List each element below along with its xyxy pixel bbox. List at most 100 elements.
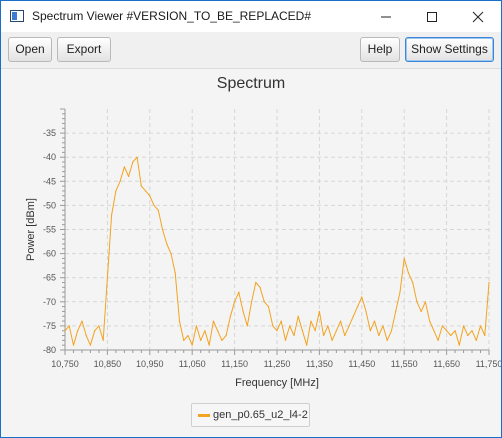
data-point [140,185,142,187]
data-point [429,320,431,322]
chart-title: Spectrum [216,75,286,92]
data-point [217,330,219,332]
data-point [161,228,164,231]
data-point [208,344,210,346]
x-tick-label: 11,450 [348,359,375,369]
data-point [250,301,253,303]
data-point [85,334,87,337]
data-point [365,310,367,313]
data-point [314,330,316,332]
x-tick-label: 11,650 [433,359,460,369]
data-point [242,310,244,313]
data-point [174,272,176,274]
title-bar[interactable]: Spectrum Viewer #VERSION_TO_BE_REPLACED# [1,1,501,33]
x-axis-label: Frequency [MHz] [235,377,319,389]
legend: gen_p0.65_u2_l4-2 [191,403,310,427]
data-point [318,310,320,313]
data-point [136,156,138,158]
data-point [106,277,108,279]
data-point [102,339,104,341]
data-point [348,325,350,327]
data-point [204,330,206,332]
data-point [191,344,193,346]
data-point [157,209,159,211]
data-point [229,315,231,317]
data-point [115,190,117,192]
data-point [437,339,439,341]
y-tick-label: -55 [43,225,56,235]
data-point [77,330,79,332]
data-point [170,253,172,255]
x-tick-label: 11,350 [306,359,333,369]
data-point [81,320,83,322]
data-point [378,334,380,337]
data-point [352,315,354,317]
y-tick-label: -35 [43,128,56,138]
legend-swatch [198,414,210,417]
data-point [390,330,393,332]
legend-label: gen_p0.65_u2_l4-2 [213,409,308,421]
x-tick-label: 10,950 [136,359,164,369]
help-button[interactable]: Help [360,37,400,62]
close-button[interactable] [455,1,501,32]
data-point [340,320,342,322]
data-point [306,344,308,346]
close-icon [472,11,484,23]
open-button[interactable]: Open [8,37,52,62]
data-point [433,330,435,332]
data-point [64,330,66,332]
data-point [276,330,278,332]
data-point [479,325,482,327]
data-point [344,334,346,337]
data-point [178,320,181,322]
data-point [98,325,100,327]
maximize-button[interactable] [409,1,455,32]
minimize-icon [381,16,391,18]
data-point [484,334,486,337]
y-axis-label: Power [dBm] [25,198,37,261]
data-point [462,325,465,327]
data-point [407,272,410,274]
data-point [119,180,121,182]
spectrum-chart[interactable]: 10,750 10,850 10,950 11,050 11,150 11,250 11,3… [1,69,501,399]
chart-area: Spectrum 10,750 10,850 10,950 11,050 11,150 1… [1,69,501,437]
data-point [356,306,359,308]
data-point [234,301,236,303]
x-tick-label: 11,750 [476,359,501,369]
data-point [471,330,473,332]
data-point [255,281,257,284]
data-point [386,339,388,341]
data-point [458,344,460,346]
data-point [301,330,304,332]
data-point [111,214,113,216]
data-point [399,291,401,293]
y-tick-label: -75 [43,321,56,331]
window-title: Spectrum Viewer #VERSION_TO_BE_REPLACED# [32,9,312,23]
minimize-button[interactable] [363,1,409,32]
data-point [327,325,329,327]
data-point [94,330,96,332]
x-tick-label: 11,550 [391,359,418,369]
data-point [267,306,270,308]
data-point [238,291,240,293]
data-point [293,334,295,337]
data-point [450,334,452,337]
data-point [284,339,287,341]
x-tick-label: 11,250 [264,359,291,369]
export-button[interactable]: Export [57,37,111,62]
data-point [187,334,189,337]
data-point [68,325,70,327]
data-point [166,243,168,245]
data-point [123,166,125,168]
data-point [382,325,384,327]
data-point [263,301,265,303]
y-tick-label: -70 [43,297,56,307]
data-point [128,175,130,178]
data-point [280,320,282,322]
data-point [395,310,397,313]
data-point [373,320,376,322]
data-point [424,301,426,303]
data-point [225,334,227,337]
show-settings-button[interactable]: Show Settings [405,37,494,62]
